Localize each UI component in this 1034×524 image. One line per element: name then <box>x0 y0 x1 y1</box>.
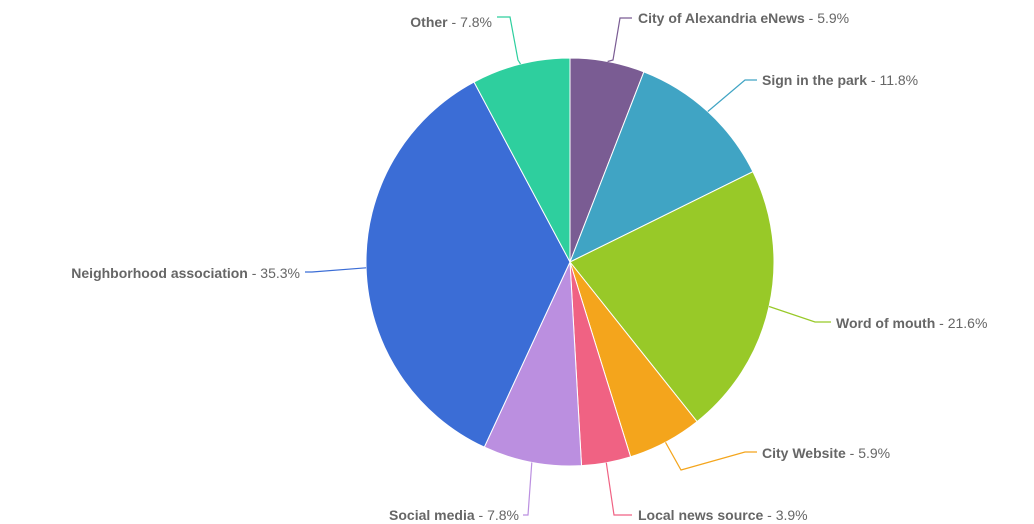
slice-other[interactable] <box>473 57 571 263</box>
label-sign-in-the-park: Sign in the park - 11.8% <box>762 72 918 88</box>
connector-sign-in-the-park <box>707 79 757 112</box>
slice-labels: City of Alexandria eNews - 5.9% Sign in t… <box>71 10 987 523</box>
slice-word-of-mouth[interactable] <box>569 171 775 423</box>
label-name: Neighborhood association <box>71 265 248 281</box>
slice-social-media[interactable] <box>483 261 583 467</box>
label-connectors <box>305 16 831 516</box>
connector-social-media <box>523 462 533 516</box>
label-value: - 7.8% <box>448 14 492 30</box>
connector-other <box>497 16 522 65</box>
connector-word-of-mouth <box>768 305 831 323</box>
label-social-media: Social media - 7.8% <box>389 507 519 523</box>
label-name: City of Alexandria eNews <box>638 10 805 26</box>
label-neighborhood-association: Neighborhood association - 35.3% <box>71 265 300 281</box>
pie-slices <box>365 57 775 467</box>
label-word-of-mouth: Word of mouth - 21.6% <box>836 315 987 331</box>
slice-neighborhood-association[interactable] <box>365 81 571 448</box>
label-city-website: City Website - 5.9% <box>762 445 890 461</box>
label-local-news-source: Local news source - 3.9% <box>638 507 808 523</box>
label-name: Sign in the park <box>762 72 867 88</box>
label-city-of-alexandria-enews: City of Alexandria eNews - 5.9% <box>638 10 849 26</box>
label-value: - 35.3% <box>248 265 300 281</box>
label-name: City Website <box>762 445 846 461</box>
label-name: Social media <box>389 507 475 523</box>
label-name: Word of mouth <box>836 315 935 331</box>
connector-city-of-alexandria-enews <box>607 17 632 63</box>
label-value: - 7.8% <box>475 507 519 523</box>
label-value: - 21.6% <box>935 315 987 331</box>
label-name: Local news source <box>638 507 763 523</box>
label-value: - 11.8% <box>867 72 918 88</box>
label-value: - 3.9% <box>763 507 807 523</box>
connector-local-news-source <box>605 462 632 516</box>
slice-sign-in-the-park[interactable] <box>569 71 754 264</box>
label-name: Other <box>410 14 448 30</box>
label-value: - 5.9% <box>846 445 890 461</box>
label-value: - 5.9% <box>805 10 849 26</box>
label-other: Other - 7.8% <box>410 14 492 30</box>
connector-neighborhood-association <box>305 267 367 273</box>
connector-city-website <box>664 442 757 471</box>
